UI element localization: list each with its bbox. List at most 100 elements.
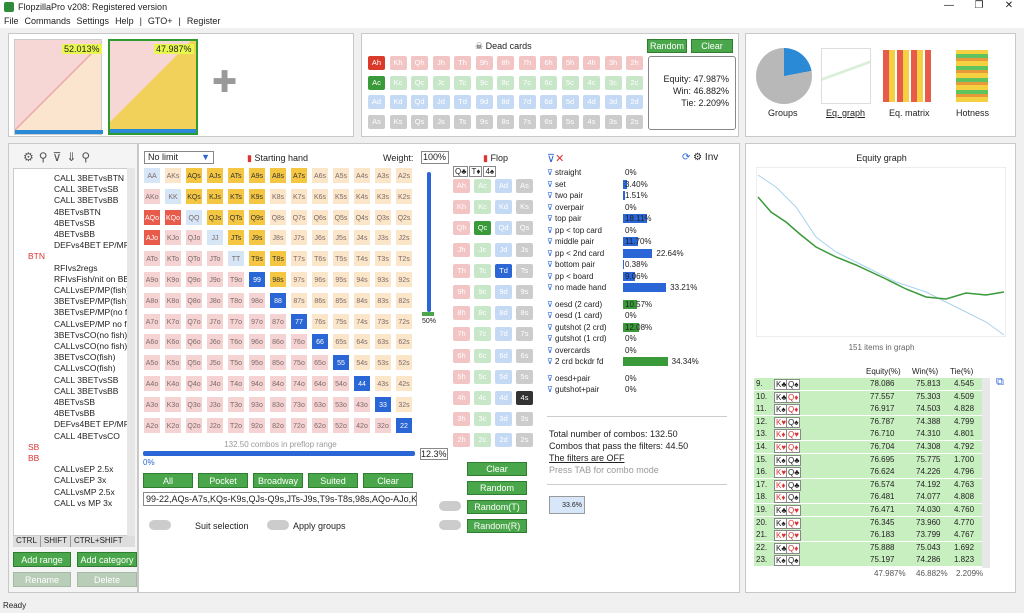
hand-cell[interactable]: 64o: [311, 375, 329, 392]
equity-graph-plot[interactable]: [756, 167, 1006, 337]
dead-card[interactable]: 9d: [476, 95, 493, 109]
tree-scrollbar[interactable]: [127, 168, 135, 536]
filter-funnel-icon[interactable]: ⊽: [547, 385, 555, 394]
hand-cell[interactable]: Q7o: [185, 313, 203, 330]
flop-card[interactable]: Js: [516, 243, 533, 257]
dead-card[interactable]: 4h: [583, 56, 600, 70]
hand-cell[interactable]: Q2s: [395, 209, 413, 226]
hand-cell[interactable]: 85o: [269, 354, 287, 371]
dead-card[interactable]: Kh: [390, 56, 407, 70]
dead-card[interactable]: Tc: [454, 76, 471, 90]
dead-card[interactable]: 3c: [605, 76, 622, 90]
hand-cell[interactable]: J4s: [353, 229, 371, 246]
tree-item[interactable]: RFIvs2regs: [54, 263, 97, 273]
hand-cell[interactable]: K8o: [164, 292, 182, 309]
hand-cell[interactable]: 54o: [332, 375, 350, 392]
hand-cell[interactable]: A4o: [143, 375, 161, 392]
dead-card[interactable]: Jc: [433, 76, 450, 90]
filter-funnel-icon[interactable]: ⊽: [547, 260, 555, 269]
hand-cell[interactable]: 86s: [311, 292, 329, 309]
hand-cell[interactable]: T8o: [227, 292, 245, 309]
menu-commands[interactable]: Commands: [25, 16, 71, 26]
lock-t-toggle[interactable]: [439, 501, 461, 511]
flop-card[interactable]: 9h: [453, 285, 470, 299]
hand-cell[interactable]: 92o: [248, 417, 266, 434]
flop-card[interactable]: Jh: [453, 243, 470, 257]
menu-gto[interactable]: GTO+: [148, 16, 173, 26]
hand-cell[interactable]: A3s: [374, 167, 392, 184]
eq-matrix-thumb-icon[interactable]: [883, 50, 931, 102]
flop-random-r-button[interactable]: Random(R): [467, 519, 527, 533]
gear-icon[interactable]: ⚙: [693, 152, 702, 163]
hand-cell[interactable]: T5s: [332, 250, 350, 267]
dead-card[interactable]: 8h: [497, 56, 514, 70]
hand-cell[interactable]: T4s: [353, 250, 371, 267]
flop-card[interactable]: 7h: [453, 327, 470, 341]
range-thumb-1[interactable]: 52.013%: [14, 39, 102, 135]
flop-card[interactable]: 4c: [474, 391, 491, 405]
flop-card[interactable]: 9s: [516, 285, 533, 299]
dead-card[interactable]: 6d: [540, 95, 557, 109]
hand-cell[interactable]: A8o: [143, 292, 161, 309]
hand-cell[interactable]: K2o: [164, 417, 182, 434]
hand-cell[interactable]: 74s: [353, 313, 371, 330]
hand-cell[interactable]: AQo: [143, 209, 161, 226]
hand-cell[interactable]: 93s: [374, 271, 392, 288]
dead-card[interactable]: Td: [454, 95, 471, 109]
table-row[interactable]: 20. K♠ Q♥ 76.345 73.960 4.770: [754, 517, 986, 529]
hand-cell[interactable]: KJo: [164, 229, 182, 246]
dead-card[interactable]: Ac: [368, 76, 385, 90]
hand-cell[interactable]: QJs: [206, 209, 224, 226]
dead-card[interactable]: 7d: [519, 95, 536, 109]
hand-cell[interactable]: 94s: [353, 271, 371, 288]
tree-item[interactable]: CALLvsEP/MP(fish): [54, 285, 129, 295]
filter-row[interactable]: ⊽ overpair 0%: [547, 202, 727, 213]
hand-cell[interactable]: 97o: [248, 313, 266, 330]
hand-cell[interactable]: T5o: [227, 354, 245, 371]
hand-cell[interactable]: J2s: [395, 229, 413, 246]
tree-item[interactable]: 4BETvsSB: [54, 218, 95, 228]
table-row[interactable]: 10. K♣ Q♦ 77.557 75.303 4.509: [754, 391, 986, 403]
refresh-icon[interactable]: ⟳: [682, 152, 690, 163]
open-external-icon[interactable]: ⧉: [996, 376, 1004, 389]
hand-cell[interactable]: AQs: [185, 167, 203, 184]
tree-item[interactable]: CALL 3BETvsSB: [54, 375, 118, 385]
hand-cell[interactable]: JTs: [227, 229, 245, 246]
hand-cell[interactable]: K9o: [164, 271, 182, 288]
dead-card[interactable]: Kc: [390, 76, 407, 90]
restore-icon[interactable]: ❐: [964, 0, 994, 11]
filter-funnel-icon[interactable]: ⊽: [547, 346, 555, 355]
hand-cell[interactable]: ATs: [227, 167, 245, 184]
minimize-icon[interactable]: —: [934, 0, 964, 11]
hand-cell[interactable]: K3o: [164, 396, 182, 413]
hand-cell[interactable]: 85s: [332, 292, 350, 309]
hand-cell[interactable]: K7s: [290, 188, 308, 205]
hand-cell[interactable]: A6o: [143, 333, 161, 350]
hand-cell[interactable]: T9s: [248, 250, 266, 267]
dead-card[interactable]: 8d: [497, 95, 514, 109]
tree-item[interactable]: DEFvs4BET EP/MP: [54, 240, 129, 250]
filter-row[interactable]: ⊽ pp < 2nd card 22.64%: [547, 248, 727, 259]
range-tree[interactable]: CALL 3BETvsBTN CALL 3BETvsSB CALL 3BETvsBB…: [13, 168, 135, 536]
filter-funnel-icon[interactable]: ⊽: [547, 272, 555, 281]
dead-card[interactable]: 4s: [583, 115, 600, 129]
dead-card[interactable]: Js: [433, 115, 450, 129]
hand-cell[interactable]: Q3s: [374, 209, 392, 226]
filter-funnel-icon[interactable]: ⊽: [547, 311, 555, 320]
dead-card[interactable]: Ts: [454, 115, 471, 129]
weight-slider[interactable]: [427, 172, 431, 312]
hand-cell[interactable]: J5o: [206, 354, 224, 371]
hand-cell[interactable]: 42o: [353, 417, 371, 434]
hand-cell[interactable]: 75o: [290, 354, 308, 371]
inv-control[interactable]: ⟳ ⚙ Inv: [682, 152, 718, 163]
game-mode-select[interactable]: No limit ▼: [144, 151, 214, 164]
tree-item[interactable]: CALL 3BETvsBB: [54, 386, 118, 396]
view-hotness[interactable]: Hotness: [956, 108, 989, 118]
hand-cell[interactable]: 32s: [395, 396, 413, 413]
flop-card[interactable]: Qc: [474, 221, 491, 235]
hand-cell[interactable]: 88: [269, 292, 287, 309]
hand-cell[interactable]: A8s: [269, 167, 287, 184]
hand-cell[interactable]: KQs: [185, 188, 203, 205]
tree-item[interactable]: DEFvs4BET EP/MP: [54, 419, 129, 429]
filter-funnel-icon[interactable]: ⊽: [547, 191, 555, 200]
